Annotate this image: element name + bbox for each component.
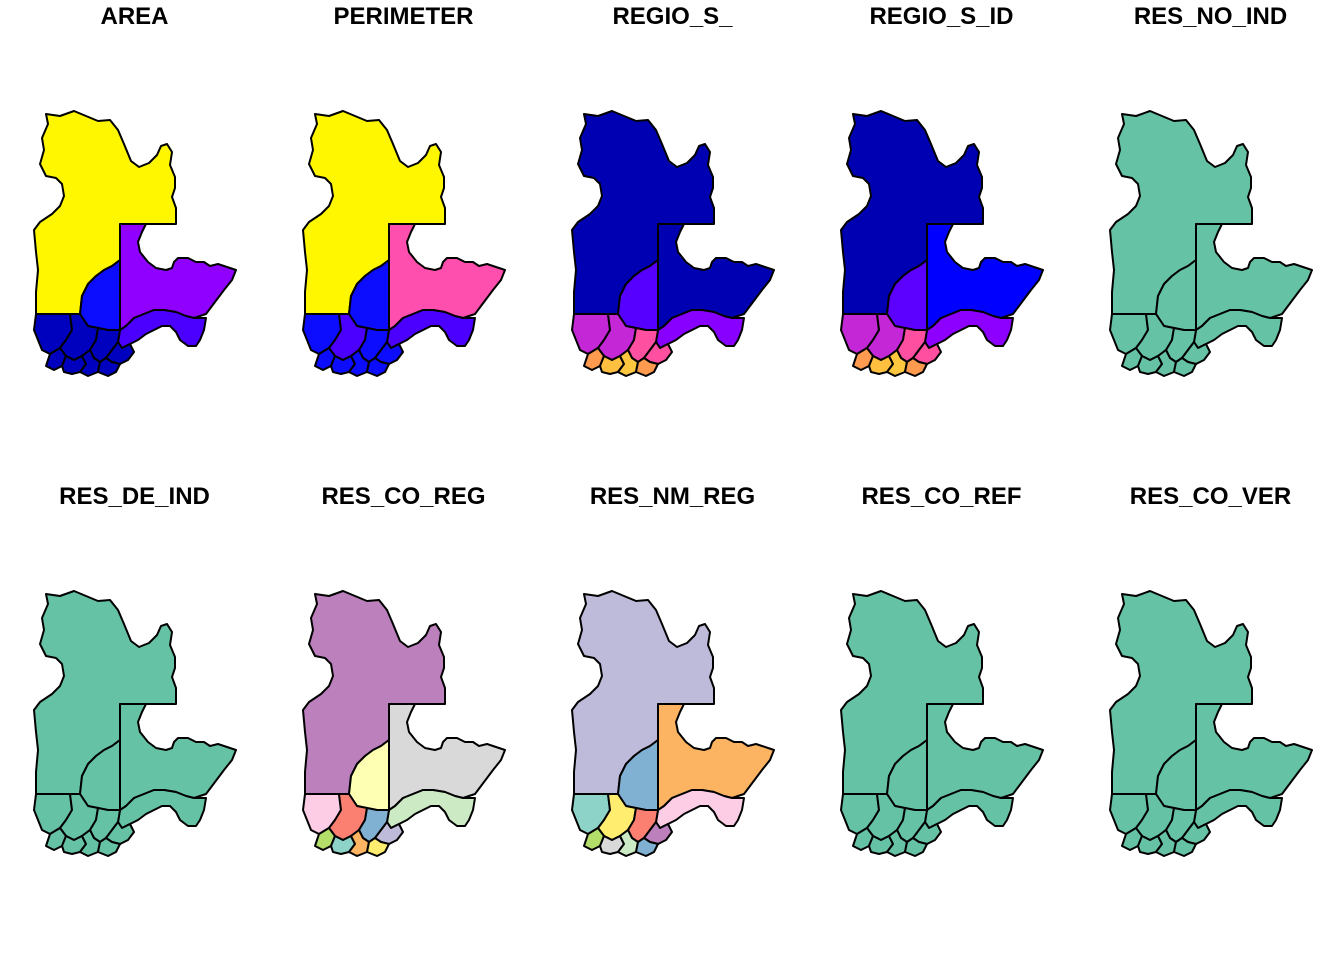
choropleth-map bbox=[33, 110, 237, 377]
map-region bbox=[374, 341, 404, 365]
map-region bbox=[374, 821, 404, 845]
map-region bbox=[97, 357, 121, 377]
map-region bbox=[366, 837, 390, 857]
map-region bbox=[105, 821, 135, 845]
map-region bbox=[904, 837, 928, 857]
panel-title: RES_CO_VER bbox=[1129, 483, 1292, 510]
choropleth-map bbox=[840, 110, 1044, 377]
map-region bbox=[904, 357, 928, 377]
choropleth-map bbox=[33, 590, 237, 857]
map-region bbox=[105, 341, 135, 365]
panel-title: PERIMETER bbox=[333, 3, 474, 30]
map-panel: RES_CO_REG bbox=[269, 480, 538, 960]
map-region bbox=[386, 789, 476, 829]
map-region bbox=[386, 309, 476, 349]
map-region bbox=[635, 837, 659, 857]
map-region bbox=[912, 821, 942, 845]
map-panel: REGIO_S_ bbox=[538, 0, 807, 480]
panel-title: RES_CO_REF bbox=[861, 483, 1022, 510]
panel-title: RES_DE_IND bbox=[59, 483, 210, 510]
map-panel: RES_NM_REG bbox=[538, 480, 807, 960]
map-region bbox=[1193, 309, 1283, 349]
choropleth-map bbox=[302, 590, 506, 857]
choropleth-map bbox=[571, 110, 775, 377]
map-region bbox=[655, 309, 745, 349]
map-panel: REGIO_S_ID bbox=[807, 0, 1076, 480]
panel-title: RES_CO_REG bbox=[321, 483, 486, 510]
choropleth-map bbox=[1109, 110, 1313, 377]
map-region bbox=[643, 821, 673, 845]
map-region bbox=[655, 789, 745, 829]
choropleth-map bbox=[302, 110, 506, 377]
map-region bbox=[912, 341, 942, 365]
map-region bbox=[1181, 821, 1211, 845]
map-region bbox=[117, 309, 207, 349]
panel-title: REGIO_S_ bbox=[612, 3, 733, 30]
panel-title: RES_NO_IND bbox=[1133, 3, 1288, 30]
map-panel: RES_DE_IND bbox=[0, 480, 269, 960]
map-region bbox=[1173, 837, 1197, 857]
map-panel: RES_NO_IND bbox=[1076, 0, 1344, 480]
panel-title: RES_NM_REG bbox=[589, 483, 756, 510]
map-region bbox=[1181, 341, 1211, 365]
panel-title: AREA bbox=[100, 3, 169, 30]
choropleth-map bbox=[571, 590, 775, 857]
map-region bbox=[924, 789, 1014, 829]
map-panel: RES_CO_REF bbox=[807, 480, 1076, 960]
map-region bbox=[1173, 357, 1197, 377]
map-panel: RES_CO_VER bbox=[1076, 480, 1344, 960]
panel-title: REGIO_S_ID bbox=[869, 3, 1014, 30]
map-region bbox=[643, 341, 673, 365]
map-region bbox=[97, 837, 121, 857]
map-panel: AREA bbox=[0, 0, 269, 480]
choropleth-map bbox=[840, 590, 1044, 857]
map-region bbox=[117, 789, 207, 829]
map-panel: PERIMETER bbox=[269, 0, 538, 480]
map-region bbox=[635, 357, 659, 377]
map-region bbox=[1193, 789, 1283, 829]
map-region bbox=[924, 309, 1014, 349]
map-region bbox=[366, 357, 390, 377]
choropleth-map bbox=[1109, 590, 1313, 857]
